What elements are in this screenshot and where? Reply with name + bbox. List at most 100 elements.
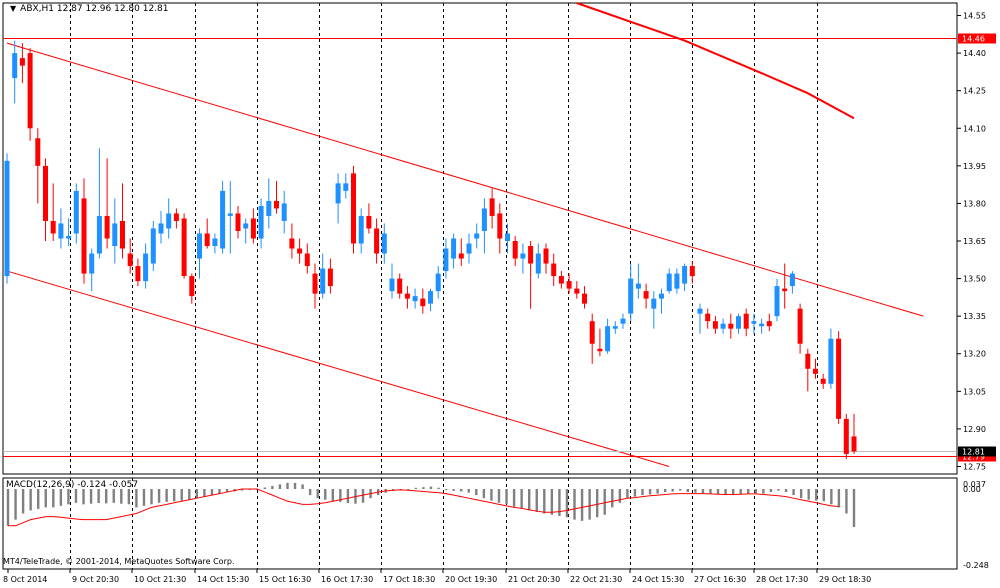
macd-bar bbox=[852, 489, 856, 527]
candle-body bbox=[412, 296, 418, 302]
candle-body bbox=[120, 220, 125, 249]
candle-body bbox=[104, 215, 110, 239]
candle-body bbox=[404, 293, 410, 299]
candle-body bbox=[682, 266, 688, 284]
macd-bar bbox=[89, 489, 93, 504]
x-tick-label: 15 Oct 16:30 bbox=[259, 575, 311, 584]
x-tick-label: 16 Oct 17:30 bbox=[321, 575, 373, 584]
triangle-down-icon[interactable]: ▼ bbox=[10, 4, 17, 13]
candle-body bbox=[181, 218, 187, 277]
macd-bar bbox=[157, 489, 161, 503]
candle-body bbox=[443, 248, 449, 272]
macd-bar bbox=[701, 489, 705, 494]
macd-bar bbox=[815, 489, 818, 501]
macd-bar bbox=[120, 489, 123, 504]
macd-bar bbox=[74, 489, 78, 503]
macd-bar bbox=[37, 489, 40, 509]
candle-body bbox=[666, 273, 672, 292]
x-tick-label: 20 Oct 19:30 bbox=[445, 575, 497, 584]
candles-group bbox=[4, 40, 857, 459]
candle-body bbox=[774, 286, 780, 317]
macd-bar bbox=[731, 489, 735, 496]
candle-body bbox=[43, 165, 48, 221]
macd-bar bbox=[67, 489, 70, 505]
macd-bar bbox=[225, 489, 229, 493]
candle-body bbox=[312, 273, 318, 294]
macd-bar bbox=[339, 489, 342, 502]
macd-bar bbox=[739, 489, 742, 495]
candle-body bbox=[689, 266, 695, 277]
macd-axis-label: -0.248 bbox=[963, 561, 989, 570]
macd-bar bbox=[611, 489, 614, 508]
macd-bar bbox=[648, 489, 652, 495]
macd-bar bbox=[633, 489, 637, 497]
candle-body bbox=[466, 243, 472, 254]
macd-bar bbox=[142, 489, 146, 506]
candle-body bbox=[651, 298, 657, 309]
macd-bar bbox=[573, 489, 576, 520]
macd-bar bbox=[59, 489, 63, 506]
macd-bar bbox=[837, 489, 841, 508]
macd-bar bbox=[656, 489, 659, 494]
candle-body bbox=[166, 213, 172, 229]
bid-price-tag bbox=[958, 446, 996, 457]
macd-pane-frame bbox=[2, 477, 958, 570]
macd-bar bbox=[792, 489, 795, 496]
y-tick-label: 14.10 bbox=[963, 124, 986, 133]
candle-body bbox=[381, 233, 387, 254]
macd-bar bbox=[444, 489, 448, 491]
candle-body bbox=[250, 218, 256, 239]
macd-bar bbox=[641, 489, 644, 496]
x-tick-label: 24 Oct 15:30 bbox=[632, 575, 684, 584]
candle-body bbox=[558, 276, 564, 284]
x-tick-label: 29 Oct 18:30 bbox=[819, 575, 871, 584]
y-tick-label: 12.75 bbox=[963, 462, 986, 471]
candle-body bbox=[620, 318, 626, 324]
price-pane-frame bbox=[2, 2, 958, 475]
macd-bar bbox=[512, 489, 516, 507]
candle-body bbox=[143, 253, 149, 282]
candle-body bbox=[19, 58, 25, 66]
macd-bar bbox=[6, 489, 10, 526]
macd-bar bbox=[195, 489, 199, 499]
candle-body bbox=[528, 246, 534, 264]
candle-body bbox=[428, 291, 433, 304]
macd-bar bbox=[845, 489, 848, 514]
candle-body bbox=[789, 273, 795, 287]
macd-bar bbox=[308, 489, 312, 496]
y-tick-label: 13.95 bbox=[963, 162, 986, 171]
macd-bar bbox=[460, 489, 463, 492]
macd-bar bbox=[316, 489, 319, 499]
macd-bar bbox=[21, 489, 25, 514]
macd-bar bbox=[762, 489, 765, 494]
candle-body bbox=[489, 198, 495, 216]
y-tick-label: 13.20 bbox=[963, 350, 986, 359]
macd-bar bbox=[180, 489, 183, 501]
candle-body bbox=[828, 338, 834, 384]
macd-bar bbox=[263, 487, 267, 489]
candle-body bbox=[258, 205, 264, 239]
candle-body bbox=[612, 326, 618, 329]
candle-body bbox=[358, 215, 364, 244]
level-price-label: 14.46 bbox=[962, 35, 985, 44]
macd-bar bbox=[550, 489, 554, 515]
macd-bar bbox=[686, 489, 690, 493]
macd-bar bbox=[694, 489, 697, 493]
macd-bar bbox=[452, 489, 455, 491]
candle-body bbox=[304, 253, 310, 267]
macd-bar bbox=[543, 489, 546, 514]
candle-body bbox=[281, 203, 287, 221]
candle-body bbox=[12, 53, 18, 79]
macd-bar bbox=[429, 486, 433, 489]
candle-body bbox=[797, 308, 803, 344]
candle-body bbox=[73, 190, 79, 234]
macd-bar bbox=[535, 489, 538, 512]
candle-body bbox=[605, 326, 611, 352]
candle-body bbox=[574, 288, 580, 294]
macd-bar bbox=[527, 489, 531, 511]
y-tick-label: 14.25 bbox=[963, 87, 986, 96]
macd-bar bbox=[777, 489, 780, 491]
candle-body bbox=[150, 228, 156, 264]
